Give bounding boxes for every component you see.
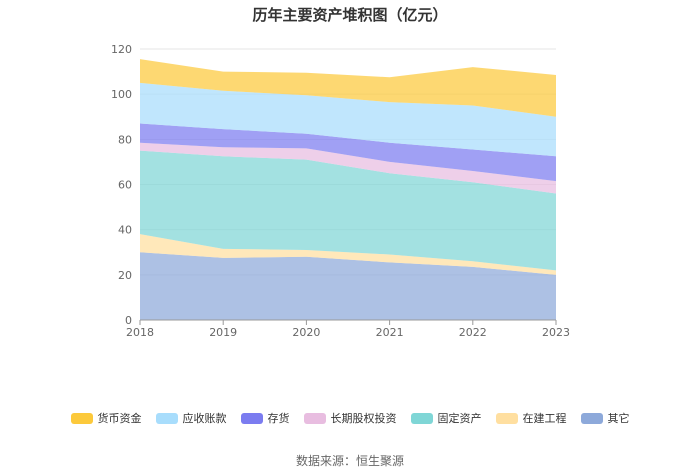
legend: 货币资金 应收账款 存货 长期股权投资 固定资产 在建工程 其它 [0, 410, 700, 426]
legend-item[interactable]: 长期股权投资 [303, 410, 397, 426]
y-tick-label: 0 [125, 314, 132, 327]
legend-label: 应收账款 [182, 412, 227, 425]
x-tick-label: 2019 [209, 326, 237, 339]
legend-item[interactable]: 在建工程 [495, 410, 567, 426]
area-其它 [140, 252, 556, 320]
area-存货 [140, 123, 556, 182]
legend-label: 存货 [267, 412, 290, 425]
data-source: 数据来源：恒生聚源 [295, 454, 404, 468]
legend-label: 货币资金 [97, 412, 142, 425]
x-tick-label: 2021 [376, 326, 404, 339]
legend-swatch [155, 412, 178, 424]
area-货币资金 [140, 59, 556, 117]
y-tick-label: 40 [118, 224, 132, 237]
legend-swatch [410, 412, 433, 424]
legend-swatch [495, 412, 518, 424]
legend-item[interactable]: 其它 [580, 410, 630, 426]
legend-swatch [240, 412, 263, 424]
y-tick-label: 80 [118, 133, 132, 146]
legend-swatch [70, 412, 93, 424]
axis-layer: 0 20 40 60 80 100 120 2018 2019 2020 2021 2022 2023 [111, 43, 570, 339]
legend-label: 长期股权投资 [330, 412, 397, 425]
area-固定资产 [140, 150, 556, 271]
legend-swatch [580, 412, 603, 424]
x-tick-label: 2023 [542, 326, 570, 339]
area-在建工程 [140, 234, 556, 275]
area-长期股权投资 [140, 142, 556, 194]
y-tick-label: 120 [111, 43, 132, 56]
legend-item[interactable]: 固定资产 [410, 410, 482, 426]
legend-label: 在建工程 [522, 412, 567, 425]
x-tick-label: 2020 [292, 326, 320, 339]
legend-item[interactable]: 应收账款 [155, 410, 227, 426]
y-tick-label: 20 [118, 269, 132, 282]
x-tick-label: 2022 [459, 326, 487, 339]
legend-item[interactable]: 存货 [240, 410, 290, 426]
x-tick-label: 2018 [126, 326, 154, 339]
legend-label: 固定资产 [437, 412, 482, 425]
chart-title: 历年主要资产堆积图（亿元） [252, 6, 448, 24]
area-layer [140, 59, 556, 320]
y-tick-label: 100 [111, 88, 132, 101]
legend-item[interactable]: 货币资金 [70, 410, 142, 426]
legend-swatch [303, 412, 326, 424]
area-应收账款 [140, 82, 556, 157]
y-tick-label: 60 [118, 179, 132, 192]
legend-label: 其它 [607, 412, 630, 425]
